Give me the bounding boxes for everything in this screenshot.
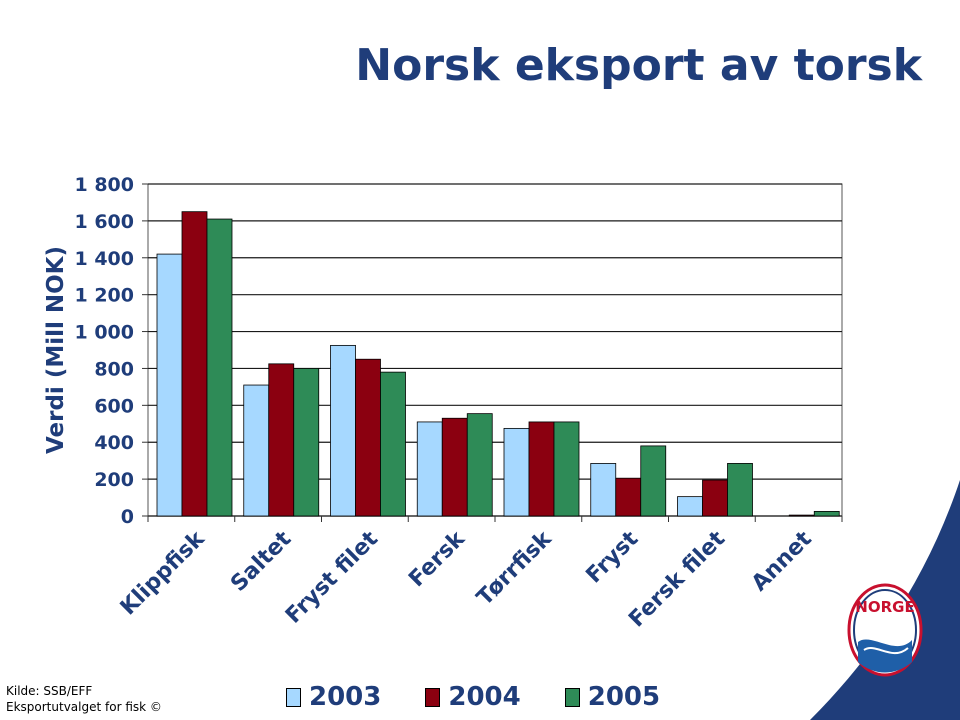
- y-tick-label: 0: [121, 506, 134, 528]
- legend-label-2004: 2004: [448, 682, 521, 712]
- legend-label-2003: 2003: [309, 682, 382, 712]
- bar-2005-fersk: [466, 413, 493, 517]
- bar-2003-fryst-filet: [330, 344, 356, 517]
- bar-2003-fersk-filet: [677, 496, 703, 517]
- y-tick-label: 1 000: [75, 322, 135, 344]
- x-tick-label: Klippfisk: [116, 526, 211, 621]
- bar-2003-tørrfisk: [503, 427, 530, 517]
- bar-2003-klippfisk: [156, 253, 183, 517]
- bar-2005-fryst: [640, 445, 667, 517]
- y-axis-label: Verdi (Mill NOK): [43, 245, 69, 455]
- legend-swatch-2004: [425, 687, 441, 707]
- bar-2003-saltet: [243, 384, 270, 517]
- y-tick-label: 600: [94, 395, 134, 417]
- bar-2004-saltet: [268, 363, 295, 517]
- y-tick-label: 400: [94, 432, 134, 454]
- chart-legend: 2003 2004 2005: [286, 682, 660, 712]
- bar-2004-tørrfisk: [528, 421, 555, 517]
- x-tick-label: Fersk: [404, 526, 470, 592]
- bar-2005-tørrfisk: [553, 421, 580, 517]
- bar-2004-klippfisk: [181, 211, 208, 517]
- source-note: Kilde: SSB/EFF Eksportutvalget for fisk …: [6, 683, 162, 715]
- page-title: Norsk eksport av torsk: [355, 40, 922, 91]
- svg-text:NORGE: NORGE: [855, 598, 914, 616]
- bar-2005-fryst-filet: [380, 371, 406, 517]
- bar-2004-fersk: [441, 417, 468, 517]
- bar-2004-fryst: [615, 477, 642, 517]
- bar-2004-fryst-filet: [355, 358, 381, 517]
- legend-item-2004: 2004: [425, 682, 521, 712]
- y-tick-label: 800: [94, 358, 134, 380]
- legend-swatch-2005: [564, 687, 580, 707]
- legend-label-2005: 2005: [587, 682, 661, 712]
- x-tick-label: Tørrfisk: [472, 526, 557, 611]
- bar-2004-annet: [788, 514, 815, 517]
- bar-2005-klippfisk: [206, 218, 233, 517]
- bar-chart: 0 200 400 600 800 1 000 1 200 1 400 1 600 1 800 Kl…: [75, 174, 843, 632]
- legend-item-2005: 2005: [564, 682, 661, 712]
- x-tick-label: Fryst: [582, 526, 644, 588]
- y-tick-label: 1 400: [75, 248, 135, 270]
- x-tick-label: Fryst filet: [281, 526, 383, 628]
- x-tick-label: Annet: [747, 526, 817, 596]
- bar-2004-fersk-filet: [702, 479, 728, 517]
- y-tick-label: 1 600: [75, 211, 135, 233]
- source-line-1: Kilde: SSB/EFF: [6, 684, 93, 698]
- decorative-swoosh: [810, 480, 960, 720]
- legend-item-2003: 2003: [286, 682, 381, 712]
- y-tick-label: 200: [94, 469, 134, 491]
- x-tick-label: Saltet: [226, 526, 296, 596]
- bar-2005-fersk-filet: [727, 463, 753, 517]
- norge-logo: NORGE: [847, 583, 923, 677]
- y-tick-label: 1 200: [75, 285, 135, 307]
- y-tick-label: 1 800: [75, 174, 135, 196]
- bar-2003-fryst: [590, 463, 617, 517]
- bar-2005-saltet: [293, 368, 320, 517]
- bar-2005-annet: [813, 510, 840, 517]
- bar-2003-fersk: [416, 421, 443, 517]
- legend-swatch-2003: [286, 687, 301, 707]
- source-line-2: Eksportutvalget for fisk ©: [6, 700, 162, 714]
